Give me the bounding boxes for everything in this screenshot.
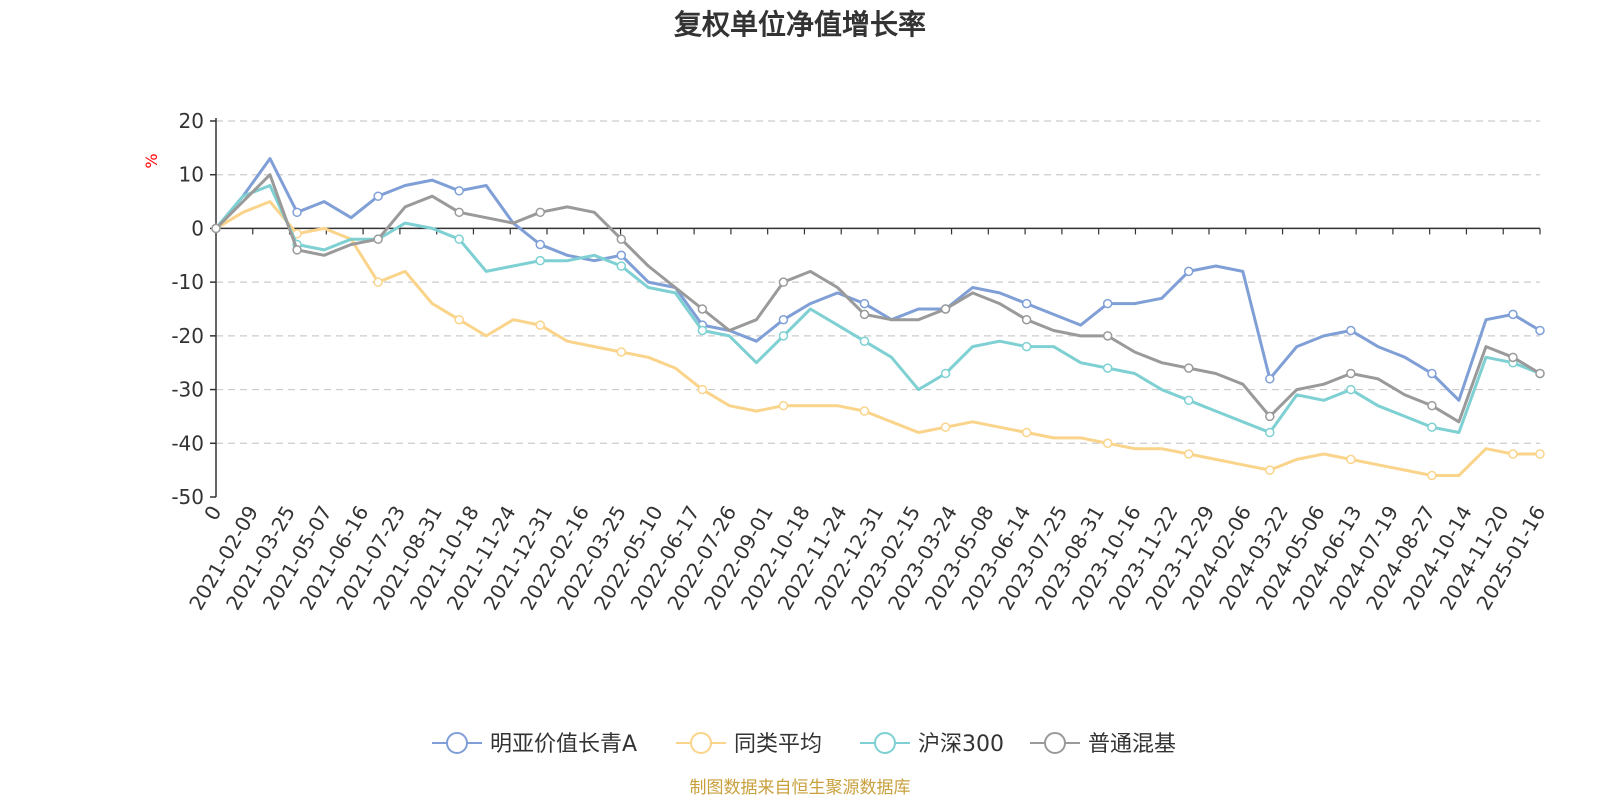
series-point	[292, 245, 302, 255]
legend[interactable]: 明亚价值长青A 同类平均 沪深300 普通混基	[432, 732, 1176, 757]
series-point	[1021, 314, 1032, 325]
y-tick-label: 20	[179, 109, 204, 133]
series-point	[535, 320, 545, 330]
series-point	[1265, 465, 1275, 475]
series-point	[1265, 411, 1275, 422]
series-point	[1021, 427, 1032, 438]
series-point	[1427, 368, 1437, 379]
series-point	[1535, 325, 1545, 336]
series-point	[697, 384, 708, 395]
series-point	[1427, 422, 1437, 432]
series-point	[940, 304, 951, 314]
series-point	[1535, 449, 1545, 459]
series-point	[778, 277, 789, 287]
series-point	[697, 304, 708, 314]
legend-marker	[446, 732, 468, 754]
series-point	[859, 298, 870, 309]
series-point	[778, 331, 789, 341]
legend-label: 同类平均	[734, 732, 822, 757]
series-point	[859, 309, 870, 320]
legend-item-0[interactable]: 明亚价值长青A	[432, 732, 637, 757]
legend-label: 明亚价值长青A	[490, 732, 637, 757]
y-axis-unit: %	[142, 153, 161, 168]
series-point	[1346, 454, 1356, 465]
series-point	[1265, 374, 1275, 384]
legend-item-3[interactable]: 普通混基	[1030, 732, 1176, 757]
series-point	[616, 250, 627, 261]
series-point	[1346, 325, 1356, 336]
series-point	[616, 261, 627, 271]
series-point	[373, 277, 383, 287]
series-point	[778, 314, 789, 325]
series-point	[697, 325, 708, 336]
series-point	[1508, 309, 1518, 320]
series-point	[859, 336, 870, 346]
series-point	[454, 207, 464, 218]
series-line-3	[214, 173, 1541, 424]
legend-item-2[interactable]: 沪深300	[860, 732, 1004, 757]
grid-lines	[216, 120, 1540, 444]
legend-label: 普通混基	[1088, 732, 1176, 757]
series-point	[535, 239, 545, 250]
series-point	[1346, 368, 1356, 379]
data-source-note: 制图数据来自恒生聚源数据库	[690, 778, 911, 798]
series-point	[1183, 395, 1194, 406]
series-point	[1102, 331, 1113, 341]
series-point	[1021, 341, 1032, 352]
series-point	[454, 186, 464, 196]
series-point	[292, 207, 302, 218]
series-point	[859, 406, 870, 416]
series-point	[373, 191, 383, 201]
series-point	[1102, 363, 1113, 373]
series-point	[1102, 298, 1113, 309]
y-tick-label: -50	[171, 485, 204, 509]
series-point	[940, 422, 951, 432]
chart-title: 复权单位净值增长率	[674, 8, 926, 41]
series-point	[1427, 470, 1437, 481]
legend-marker	[690, 732, 712, 754]
series-point	[616, 234, 627, 244]
legend-marker	[874, 732, 896, 754]
series-point	[535, 207, 545, 218]
series-point	[1183, 449, 1194, 459]
series-line-2	[214, 184, 1541, 434]
y-tick-label: -40	[171, 431, 204, 455]
series-line-1	[215, 200, 1540, 477]
series-point	[778, 400, 789, 411]
axes: 20100-10-20-30-40-5002021-02-092021-03-2…	[171, 109, 1550, 614]
legend-label: 沪深300	[918, 732, 1004, 757]
series-point	[454, 234, 464, 244]
series-point	[454, 314, 464, 325]
series-point	[1183, 363, 1194, 373]
series-point	[373, 234, 383, 244]
series-point	[1427, 400, 1437, 411]
x-tick-label: 0	[199, 502, 226, 525]
legend-marker	[1044, 732, 1066, 754]
series-point	[1183, 266, 1194, 277]
series-point	[1535, 368, 1545, 379]
series-point	[616, 347, 627, 357]
series-line-0	[214, 157, 1541, 402]
y-tick-label: 10	[179, 163, 204, 187]
series-point	[1346, 384, 1356, 395]
series-point	[940, 368, 951, 379]
y-tick-label: 0	[191, 216, 204, 240]
y-tick-label: -10	[171, 270, 204, 294]
series-point	[535, 255, 545, 266]
y-tick-label: -30	[171, 378, 204, 402]
series-point	[1265, 427, 1275, 438]
legend-item-1[interactable]: 同类平均	[676, 732, 822, 757]
series-point	[1021, 298, 1032, 309]
series-point	[1508, 352, 1518, 363]
y-tick-label: -20	[171, 324, 204, 348]
series-point	[211, 223, 221, 234]
series-point	[1508, 449, 1518, 459]
series-point	[1102, 438, 1113, 449]
series-lines	[211, 157, 1545, 481]
